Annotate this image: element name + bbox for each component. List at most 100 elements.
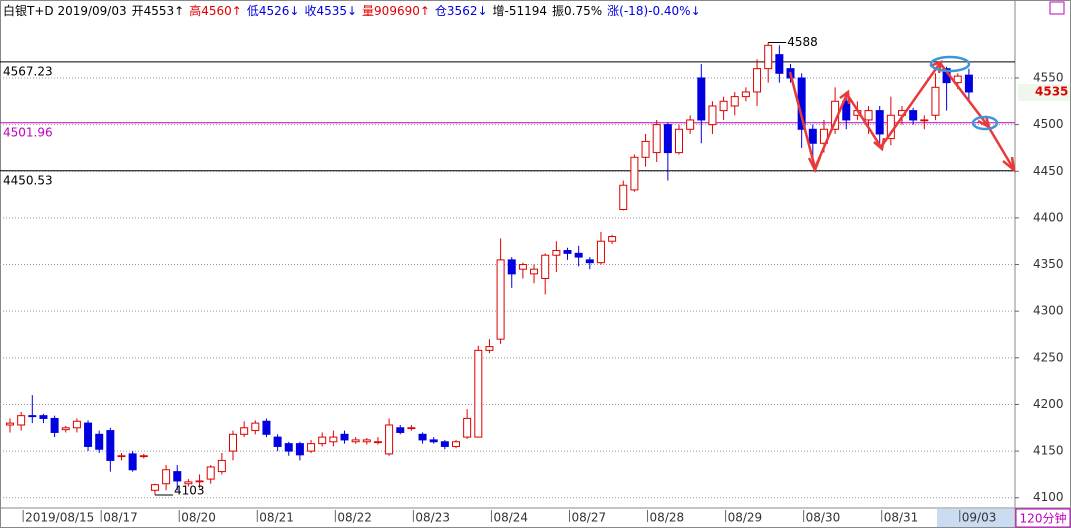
candle-body: [429, 439, 438, 443]
candle-body: [17, 415, 26, 426]
x-tick-label: 09/03: [962, 511, 997, 525]
candle-body: [217, 459, 226, 473]
candle-body: [708, 105, 717, 126]
header-item: 白银T+D 2019/09/03: [3, 3, 127, 18]
candle-body: [273, 436, 282, 447]
x-tick-label: 08/28: [650, 511, 685, 525]
high-label: 4588: [787, 35, 818, 49]
candle-body: [295, 443, 304, 456]
header-item: 开4553↑: [132, 4, 185, 18]
header-item: 低4526↓: [247, 4, 300, 18]
candle-body: [964, 74, 973, 93]
candle-body: [340, 433, 349, 441]
candle-body: [753, 68, 762, 93]
candle-body: [741, 91, 750, 98]
annotations: [788, 60, 1016, 174]
header-item: 收4535↓: [304, 4, 357, 18]
candle-body: [396, 427, 405, 433]
y-tick-label: 4500: [1033, 117, 1064, 131]
header-item: 高4560↑: [189, 3, 242, 18]
last-price-bg: [1018, 84, 1070, 101]
x-tick-label: 2019/08/15: [25, 511, 94, 525]
candle-body: [28, 415, 37, 418]
x-tick-label: 08/30: [806, 511, 841, 525]
candle-body: [385, 424, 394, 455]
y-tick-label: 4550: [1033, 70, 1064, 84]
candle-body: [619, 184, 628, 210]
candle-body: [630, 156, 639, 191]
candle-body: [373, 441, 382, 444]
candle-body: [106, 430, 115, 461]
candle-body: [173, 471, 182, 482]
highlight-ellipse: [929, 55, 971, 73]
period: 120分钟: [1020, 511, 1067, 526]
candle-body: [931, 86, 940, 116]
candle-body: [463, 417, 472, 438]
header-item: 振0.75%: [552, 4, 602, 18]
candle-body: [596, 240, 605, 264]
candle-body: [574, 252, 583, 258]
current-date-highlight: [937, 509, 1014, 527]
candle-body: [262, 420, 271, 435]
candle-body: [206, 466, 215, 480]
candle-body: [496, 259, 505, 340]
candle-body: [608, 236, 617, 242]
reference-label: 4450.53: [3, 173, 53, 187]
x-tick-label: 08/21: [259, 511, 294, 525]
y-tick-label: 4200: [1033, 397, 1064, 411]
candle-body: [652, 124, 661, 154]
candle-body: [920, 119, 929, 122]
candle-body: [407, 427, 416, 430]
candle-body: [229, 433, 237, 452]
header: 白银T+D 2019/09/03 开4553↑ 高4560↑ 低4526↓ 收4535↓…: [3, 3, 701, 18]
x-tick-label: 08/17: [103, 511, 138, 525]
header-item: 量909690↑: [362, 4, 430, 18]
candle-body: [362, 439, 371, 443]
reference-label: 4567.23: [3, 64, 53, 78]
candle-body: [563, 250, 572, 254]
period-box: [1015, 508, 1071, 528]
candle-body: [663, 124, 672, 154]
candle-body: [195, 480, 204, 483]
candle-body: [117, 455, 126, 458]
candle-body: [440, 441, 449, 447]
highlight-ellipse: [971, 115, 999, 131]
candle-body: [84, 422, 93, 447]
candle-body: [864, 110, 873, 121]
candle-body: [775, 54, 784, 74]
header-item: 增-51194: [493, 4, 548, 18]
candle-body: [251, 422, 260, 432]
x-tick-label: 08/27: [572, 511, 607, 525]
candle-body: [150, 484, 159, 491]
x-tick-label: 08/29: [728, 511, 763, 525]
x-tick-label: 08/24: [493, 511, 528, 525]
candle-body: [842, 100, 851, 121]
y-tick-label: 4350: [1033, 257, 1064, 271]
candle-body: [953, 75, 962, 84]
candle-body: [284, 443, 293, 452]
candle-body: [452, 441, 460, 447]
candle-body: [329, 436, 338, 443]
candle-body: [6, 422, 14, 426]
arrow-heads: [807, 60, 1016, 174]
y-tick-label: 4300: [1033, 304, 1064, 318]
candle-body: [61, 427, 70, 431]
candle-body: [808, 128, 817, 144]
candle-body: [485, 346, 494, 351]
candle-body: [552, 250, 561, 256]
candle-body: [162, 469, 171, 485]
y-tick-label: 4100: [1033, 490, 1064, 504]
candle-body: [585, 259, 594, 264]
y-tick-label: 4150: [1033, 444, 1064, 458]
x-tick-label: 08/22: [337, 511, 372, 525]
candle-body: [909, 110, 918, 121]
candle-body: [730, 96, 739, 107]
x-tick-label: 08/23: [415, 511, 450, 525]
candle-body: [351, 439, 360, 443]
candle-body: [507, 259, 516, 275]
candle-body: [719, 100, 728, 112]
candle-body: [875, 110, 884, 135]
candle-body: [95, 433, 104, 450]
